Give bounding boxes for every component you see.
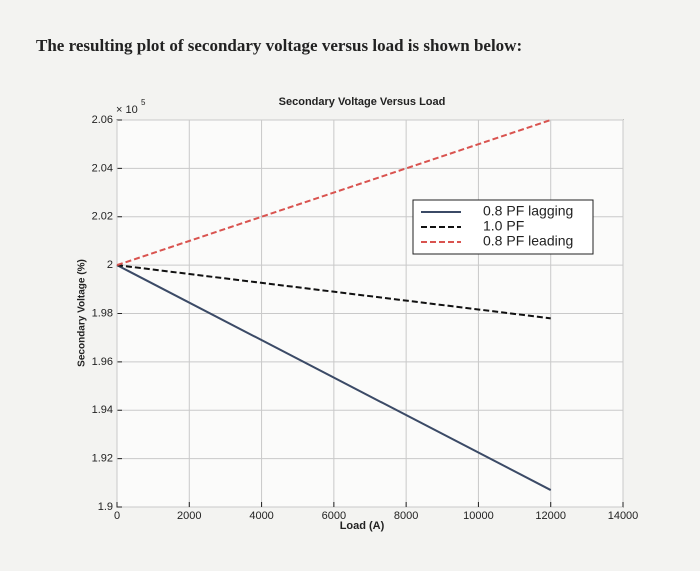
y-tick-label: 1.94 bbox=[92, 404, 113, 416]
heading: The resulting plot of secondary voltage … bbox=[36, 36, 522, 55]
y-tick-label: 2 bbox=[107, 259, 113, 271]
x-tick-label: 12000 bbox=[535, 510, 566, 522]
y-multiplier-exponent: 5 bbox=[141, 98, 146, 107]
legend-label: 1.0 PF bbox=[483, 218, 524, 234]
y-tick-label: 2.04 bbox=[92, 162, 113, 174]
series-line bbox=[116, 264, 552, 491]
y-tick-label: 2.02 bbox=[92, 211, 113, 223]
y-tick-label: 1.9 bbox=[98, 501, 113, 513]
y-axis-label: Secondary Voltage (%) bbox=[77, 259, 88, 367]
chart-title: Secondary Voltage Versus Load bbox=[279, 96, 446, 108]
y-tick-label: 1.98 bbox=[92, 307, 113, 319]
x-tick-label: 10000 bbox=[463, 510, 494, 522]
y-multiplier: × 10 bbox=[116, 104, 138, 116]
x-tick-label: 0 bbox=[114, 510, 120, 522]
x-axis-label: Load (A) bbox=[340, 520, 385, 532]
x-tick-label: 4000 bbox=[249, 510, 273, 522]
x-tick-label: 8000 bbox=[394, 510, 418, 522]
y-tick-label: 2.06 bbox=[92, 114, 113, 126]
x-tick-label: 14000 bbox=[608, 510, 639, 522]
x-tick-label: 6000 bbox=[322, 510, 346, 522]
series-line bbox=[116, 119, 552, 267]
legend-label: 0.8 PF lagging bbox=[483, 203, 573, 219]
legend-label: 0.8 PF leading bbox=[483, 233, 573, 249]
y-tick-label: 1.92 bbox=[92, 453, 113, 465]
x-tick-label: 2000 bbox=[177, 510, 201, 522]
y-tick-label: 1.96 bbox=[92, 356, 113, 368]
series-line bbox=[116, 264, 551, 320]
